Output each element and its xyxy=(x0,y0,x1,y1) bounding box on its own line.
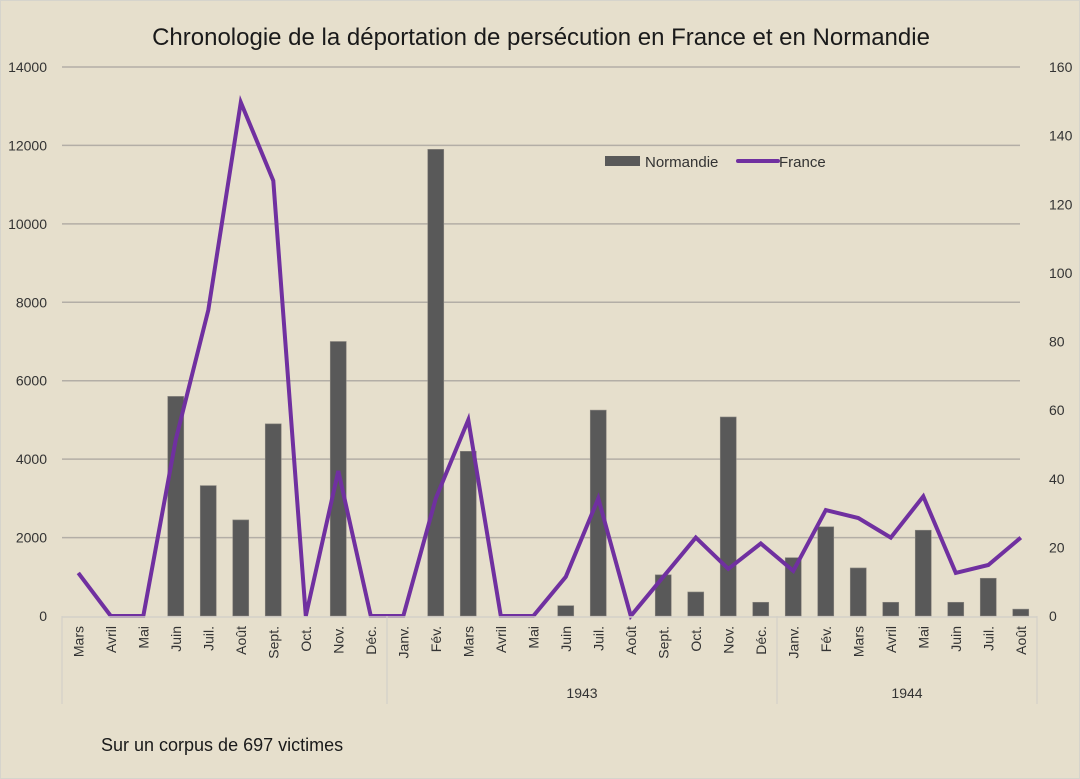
left-axis-tick: 0 xyxy=(39,608,47,624)
year-group-label: 1944 xyxy=(891,685,922,701)
corpus-note: Sur un corpus de 697 victimes xyxy=(101,735,343,755)
x-tick-label: Août xyxy=(233,626,249,655)
right-axis-tick: 80 xyxy=(1049,334,1065,350)
france-line xyxy=(76,94,1023,621)
bar-normandie-15 xyxy=(557,605,575,617)
bar-normandie-25 xyxy=(882,601,900,617)
x-tick-label: Mars xyxy=(70,626,86,657)
bar-normandie-28 xyxy=(979,577,997,617)
x-tick-label: Juil. xyxy=(200,626,216,651)
x-tick-label: Nov. xyxy=(330,626,346,654)
x-tick-label: Août xyxy=(1013,626,1029,655)
x-tick-label: Mai xyxy=(135,626,151,649)
gridlines xyxy=(62,66,1020,539)
x-tick-label: Juil. xyxy=(590,626,606,651)
x-tick-label: Fév. xyxy=(818,626,834,652)
x-tick-label: Juin xyxy=(948,626,964,652)
x-tick-label: Mars xyxy=(850,626,866,657)
chart-title: Chronologie de la déportation de persécu… xyxy=(152,24,930,51)
bar-normandie-3 xyxy=(167,396,185,617)
x-tick-label: Déc. xyxy=(363,626,379,655)
left-axis-tick: 14000 xyxy=(8,59,47,75)
right-axis-tick: 140 xyxy=(1049,128,1073,144)
bar-normandie-27 xyxy=(947,601,965,617)
x-tick-label: Fév. xyxy=(428,626,444,652)
bar-normandie-12 xyxy=(459,450,477,617)
x-tick-label: Mai xyxy=(915,626,931,649)
bar-normandie-21 xyxy=(752,601,770,617)
legend: Normandie France xyxy=(605,154,826,171)
left-axis-tick: 8000 xyxy=(16,294,47,310)
x-tick-label: Avril xyxy=(493,626,509,653)
x-tick-label: Janv. xyxy=(785,626,801,658)
x-tick-label: Sept. xyxy=(265,626,281,659)
x-tick-label: Janv. xyxy=(395,626,411,658)
bar-normandie-19 xyxy=(687,591,705,617)
bar-normandie-22 xyxy=(784,557,802,617)
left-axis-tick: 10000 xyxy=(8,216,47,232)
line-france xyxy=(76,94,1023,621)
bar-normandie-5 xyxy=(232,519,250,617)
x-tick-label: Juin xyxy=(168,626,184,652)
x-tick-label: Nov. xyxy=(720,626,736,654)
bar-normandie-23 xyxy=(817,526,835,617)
x-tick-label: Oct. xyxy=(298,626,314,652)
left-axis-tick: 12000 xyxy=(8,137,47,153)
x-tick-label: Oct. xyxy=(688,626,704,652)
bar-normandie-26 xyxy=(914,529,932,617)
left-axis-tick: 2000 xyxy=(16,530,47,546)
year-group-label: 1943 xyxy=(566,685,597,701)
bar-normandie-11 xyxy=(427,149,445,617)
legend-label-france: France xyxy=(779,154,826,171)
x-tick-label: Sept. xyxy=(655,626,671,659)
right-axis-tick: 40 xyxy=(1049,471,1065,487)
bar-normandie-24 xyxy=(849,567,867,617)
right-axis-tick: 100 xyxy=(1049,265,1073,281)
right-axis-tick: 60 xyxy=(1049,402,1065,418)
right-axis-tick: 160 xyxy=(1049,59,1073,75)
x-tick-label: Mai xyxy=(525,626,541,649)
bar-normandie-20 xyxy=(719,416,737,617)
left-axis-tick: 6000 xyxy=(16,373,47,389)
bar-normandie-6 xyxy=(264,423,282,617)
right-axis: 0 20 40 60 80 100 120 140 160 xyxy=(1049,59,1073,624)
x-tick-label: Déc. xyxy=(753,626,769,655)
legend-label-normandie: Normandie xyxy=(645,154,718,171)
x-tick-label: Mars xyxy=(460,626,476,657)
right-axis-tick: 20 xyxy=(1049,539,1065,555)
bar-normandie-4 xyxy=(199,485,217,617)
left-axis: 0 2000 4000 6000 8000 10000 12000 14000 xyxy=(8,59,47,624)
right-axis-tick: 120 xyxy=(1049,196,1073,212)
x-tick-label: Avril xyxy=(883,626,899,653)
right-axis-tick: 0 xyxy=(1049,608,1057,624)
left-axis-tick: 4000 xyxy=(16,451,47,467)
x-tick-label: Juil. xyxy=(980,626,996,651)
legend-swatch-normandie xyxy=(605,156,640,166)
x-tick-label: Juin xyxy=(558,626,574,652)
bar-normandie-29 xyxy=(1012,608,1030,617)
x-tick-label: Avril xyxy=(103,626,119,653)
x-axis: Mars Avril Mai Juin Juil. Août Sept. Oct. Nov. Dé… xyxy=(61,616,1038,704)
x-tick-label: Août xyxy=(623,626,639,655)
normandie-bars xyxy=(167,149,1030,617)
